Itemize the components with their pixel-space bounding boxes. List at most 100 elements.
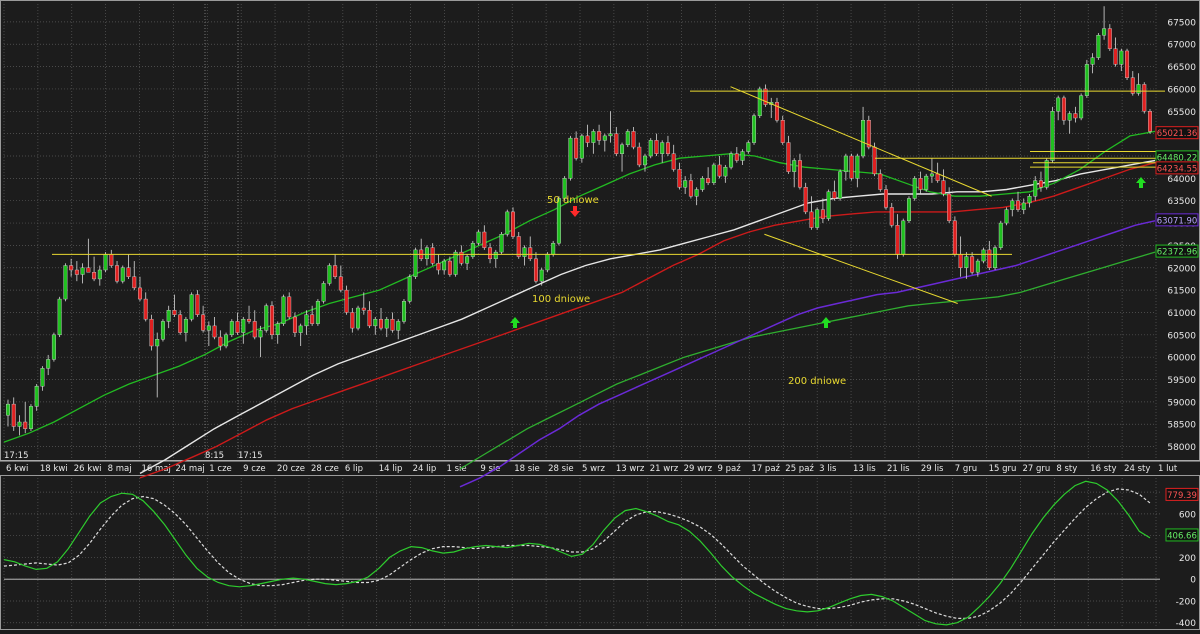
sma-long-line xyxy=(459,251,1156,470)
candle-body xyxy=(539,269,544,282)
candles xyxy=(6,6,1152,436)
candle-body xyxy=(482,231,487,248)
candle-body xyxy=(292,316,297,333)
candle-body xyxy=(683,180,688,188)
candle-body xyxy=(413,249,418,277)
x-tick-label: 29 wrz xyxy=(684,464,713,474)
time-label: 17:15 xyxy=(238,451,263,461)
candle-body xyxy=(688,180,693,197)
candle-body xyxy=(149,318,154,347)
candle-body xyxy=(407,276,412,302)
candle-body xyxy=(315,301,320,324)
candle-body xyxy=(614,133,619,154)
candle-body xyxy=(488,247,493,260)
candle-body xyxy=(832,191,837,199)
candle-body xyxy=(809,211,814,228)
x-tick-label: 6 lip xyxy=(345,464,363,474)
candle-body xyxy=(895,225,900,255)
candle-body xyxy=(11,403,16,427)
candle-body xyxy=(436,263,441,271)
candle-body xyxy=(556,198,561,244)
candle-body xyxy=(258,330,263,338)
candle-body xyxy=(533,258,538,282)
candle-body xyxy=(1148,111,1152,132)
candle-body xyxy=(338,276,343,291)
candle-body xyxy=(270,305,274,336)
y-tick-label: 66000 xyxy=(1167,85,1196,95)
x-tick-label: 5 wrz xyxy=(582,464,606,474)
arrow-up-icon xyxy=(1136,177,1146,188)
x-tick-label: 24 sty xyxy=(1124,464,1150,474)
candle-body xyxy=(574,137,579,159)
candle-body xyxy=(1079,95,1084,119)
x-tick-label: 26 kwi xyxy=(74,464,102,474)
candle-body xyxy=(849,155,854,179)
candle-body xyxy=(1073,113,1078,119)
price-label-box xyxy=(1155,126,1199,140)
candle-body xyxy=(729,153,734,168)
candle-body xyxy=(235,321,240,333)
x-tick-label: 18 sie xyxy=(514,464,540,474)
candle-body xyxy=(109,254,114,266)
candle-body xyxy=(872,146,877,175)
candle-body xyxy=(189,294,194,320)
candle-body xyxy=(1102,28,1107,36)
candle-body xyxy=(516,236,521,257)
candle-body xyxy=(998,222,1003,248)
time-label: 8:15 xyxy=(205,451,224,461)
candle-body xyxy=(264,305,269,331)
candle-body xyxy=(620,144,625,154)
candle-body xyxy=(224,334,229,347)
candle-body xyxy=(625,131,630,146)
candle-body xyxy=(1061,97,1066,121)
candle-body xyxy=(792,160,797,172)
candle-body xyxy=(1119,50,1124,65)
x-tick-label: 24 maj xyxy=(175,464,204,474)
candle-body xyxy=(92,272,97,280)
y-tick-label: 67500 xyxy=(1167,18,1196,28)
trendline xyxy=(730,86,992,197)
candle-body xyxy=(143,298,148,320)
candle-body xyxy=(654,140,659,154)
candle-body xyxy=(665,142,670,154)
candle-body xyxy=(40,368,45,387)
horizontal-grid xyxy=(4,21,1156,447)
candle-body xyxy=(752,115,757,143)
candle-body xyxy=(229,321,234,336)
arrow-up-icon xyxy=(510,317,520,328)
candle-body xyxy=(924,175,929,190)
ma-annotation: 200 dniowe xyxy=(788,376,846,387)
candle-body xyxy=(579,135,584,159)
osc-price-label-box xyxy=(1165,528,1199,542)
candle-body xyxy=(906,198,911,222)
candle-body xyxy=(103,254,108,271)
time-label: 17:15 xyxy=(4,451,29,461)
osc-y-tick-label: -400 xyxy=(1176,619,1197,629)
arrow-up-icon xyxy=(821,317,831,328)
candle-body xyxy=(201,314,206,331)
candle-body xyxy=(780,120,785,143)
candle-body xyxy=(643,155,647,166)
candle-body xyxy=(826,191,831,219)
y-tick-label: 59500 xyxy=(1167,376,1196,386)
candle-body xyxy=(442,260,447,271)
candle-body xyxy=(459,251,464,264)
candle-body xyxy=(935,173,940,181)
candle-body xyxy=(608,133,613,137)
candle-body xyxy=(843,155,848,172)
candle-body xyxy=(952,220,957,255)
candle-body xyxy=(178,314,183,333)
candle-body xyxy=(740,151,745,161)
candle-body xyxy=(367,310,372,327)
x-tick-label: 13 wrz xyxy=(616,464,645,474)
candle-body xyxy=(706,178,711,184)
y-tick-label: 60500 xyxy=(1167,331,1196,341)
candle-body xyxy=(746,142,751,152)
osc-y-tick-label: 0 xyxy=(1190,576,1196,586)
candle-body xyxy=(562,178,567,199)
candle-body xyxy=(63,265,68,300)
candle-body xyxy=(115,265,120,282)
x-tick-label: 24 lip xyxy=(413,464,437,474)
